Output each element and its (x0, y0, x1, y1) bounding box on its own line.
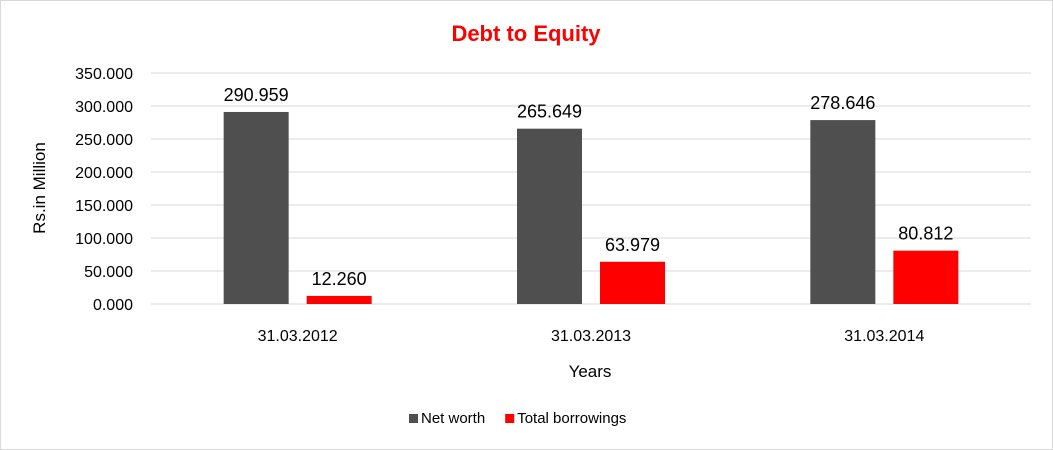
data-label: 80.812 (898, 224, 953, 244)
data-labels: 290.959 12.260 265.649 63.979 278.646 80.812 (224, 85, 954, 289)
data-label: 265.649 (517, 102, 582, 122)
y-tick-label: 50.000 (84, 264, 133, 281)
total-borrowings-bar (893, 250, 959, 304)
y-axis-title: Rs.in Million (30, 142, 49, 234)
legend-label: Net worth (421, 410, 485, 427)
net-worth-bar (223, 111, 289, 304)
legend-swatch (505, 414, 515, 423)
y-tick-label: 0.000 (93, 297, 133, 314)
y-tick-label: 150.000 (75, 198, 133, 215)
data-label: 278.646 (810, 93, 875, 113)
chart-title: Debt to Equity (451, 21, 601, 46)
y-tick-label: 200.000 (75, 165, 133, 182)
y-tick-label: 300.000 (75, 99, 133, 116)
bars (223, 111, 959, 304)
data-label: 63.979 (605, 235, 660, 255)
x-tick-label: 31.03.2014 (844, 328, 924, 345)
y-tick-label: 250.000 (75, 132, 133, 149)
x-tick-label: 31.03.2012 (258, 328, 338, 345)
total-borrowings-bar (600, 261, 665, 304)
x-axis-title: Years (569, 362, 612, 381)
legend-swatch (409, 414, 418, 423)
total-borrowings-bar (306, 295, 372, 304)
x-tick-label: 31.03.2013 (551, 328, 631, 345)
gridlines (151, 72, 1031, 305)
x-axis-ticks: 31.03.2012 31.03.2013 31.03.2014 (258, 328, 925, 345)
data-label: 12.260 (312, 269, 367, 289)
y-axis-ticks: 0.000 50.000 100.000 150.000 200.000 250.000 3… (75, 66, 133, 314)
data-label: 290.959 (224, 85, 289, 105)
legend-label: Total borrowings (517, 410, 626, 427)
legend: Net worth Total borrowings (409, 410, 626, 427)
net-worth-bar (810, 120, 876, 304)
y-tick-label: 100.000 (75, 231, 133, 248)
y-tick-label: 350.000 (75, 66, 133, 83)
net-worth-bar (517, 128, 582, 304)
